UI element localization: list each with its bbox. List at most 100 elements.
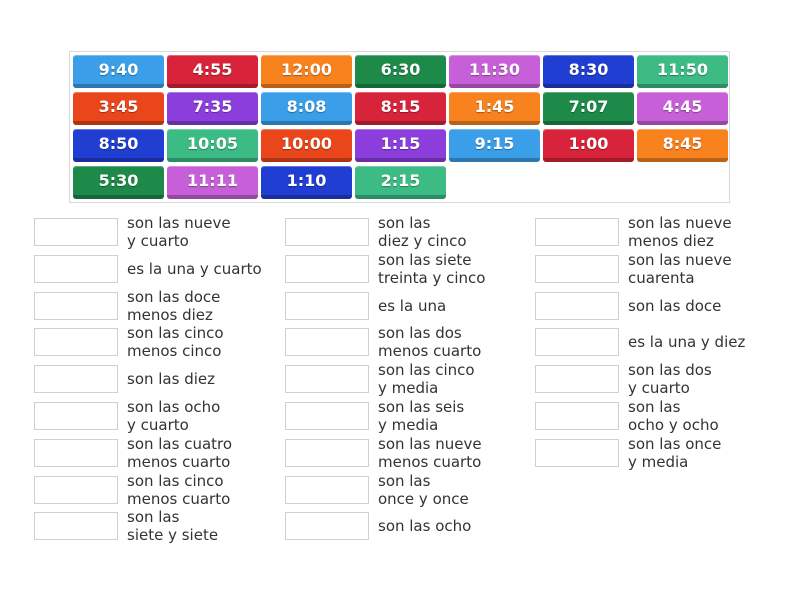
prompt-line: menos cuarto: [378, 342, 482, 361]
time-tile[interactable]: 10:00: [261, 129, 352, 162]
prompt: son las once y media: [628, 435, 721, 471]
time-tile[interactable]: 11:11: [167, 166, 258, 199]
prompt-line: es la una: [378, 296, 447, 315]
prompt-line: siete y siete: [127, 526, 219, 545]
prompt-line: son las cinco: [127, 324, 224, 343]
time-tile[interactable]: 7:07: [543, 92, 634, 125]
answer-box[interactable]: [285, 291, 369, 320]
prompt: son las seis y media: [378, 398, 464, 434]
answer-box[interactable]: [285, 438, 369, 467]
answer-box[interactable]: [535, 328, 619, 357]
answer-box[interactable]: [535, 402, 619, 430]
answer-box[interactable]: [34, 438, 118, 467]
prompt-line: son las diez: [127, 370, 216, 389]
prompt-line: y media: [628, 452, 689, 471]
prompt: son las siete y siete: [127, 508, 218, 544]
prompt-line: son las nueve: [628, 250, 732, 269]
answer-box[interactable]: [285, 402, 369, 430]
time-tile[interactable]: 4:55: [167, 55, 258, 88]
prompt-line: menos diez: [127, 305, 213, 324]
prompt: son las cinco menos cinco: [127, 324, 224, 360]
time-tile[interactable]: 8:30: [543, 55, 634, 88]
time-tile[interactable]: 10:05: [167, 129, 258, 162]
time-tile[interactable]: 9:15: [449, 129, 540, 162]
prompt-line: son las nueve: [127, 214, 231, 232]
prompt: son las ocho: [378, 508, 471, 544]
time-tile[interactable]: 1:15: [355, 129, 446, 162]
time-tile[interactable]: 7:35: [167, 92, 258, 125]
prompt: son las ocho y cuarto: [127, 398, 220, 434]
prompt-line: son las siete: [378, 250, 472, 269]
prompt-line: son las nueve: [378, 434, 482, 453]
time-tile[interactable]: 11:50: [637, 55, 728, 88]
time-tile[interactable]: 8:08: [261, 92, 352, 125]
answer-box[interactable]: [285, 475, 369, 504]
answer-box[interactable]: [34, 365, 118, 394]
answer-box[interactable]: [535, 254, 619, 283]
time-tile[interactable]: 1:45: [449, 92, 540, 125]
prompt-line: once y once: [378, 489, 469, 508]
time-tile[interactable]: 6:30: [355, 55, 446, 88]
prompt-line: son las cinco: [378, 361, 475, 380]
time-tile[interactable]: 2:15: [355, 166, 446, 199]
answer-box[interactable]: [34, 254, 118, 283]
answer-box[interactable]: [34, 218, 118, 246]
time-tile[interactable]: 11:30: [449, 55, 540, 88]
prompt-line: menos cuarto: [127, 489, 231, 508]
answer-box[interactable]: [285, 254, 369, 283]
time-tile[interactable]: 12:00: [261, 55, 352, 88]
time-tile[interactable]: 4:45: [637, 92, 728, 125]
prompt-line: ocho y ocho: [628, 416, 719, 434]
prompt: son las nueve menos diez: [628, 214, 732, 250]
prompt-line: menos diez: [628, 232, 714, 250]
answer-box[interactable]: [285, 512, 369, 541]
prompt-line: y media: [378, 379, 439, 398]
time-tile[interactable]: 8:45: [637, 129, 728, 162]
prompt-line: son las cinco: [127, 471, 224, 490]
prompt: son las cinco menos cuarto: [127, 472, 230, 508]
time-tile[interactable]: 1:10: [261, 166, 352, 199]
time-tile[interactable]: 8:15: [355, 92, 446, 125]
prompt-line: son las: [628, 398, 681, 416]
answer-box[interactable]: [34, 328, 118, 357]
answer-box[interactable]: [535, 291, 619, 320]
time-tile[interactable]: 9:40: [73, 55, 164, 88]
answer-box[interactable]: [34, 291, 118, 320]
prompt: son las doce menos diez: [127, 288, 220, 324]
answer-box[interactable]: [34, 512, 118, 541]
prompt: son las nueve cuarenta: [628, 251, 732, 287]
answer-box[interactable]: [285, 365, 369, 394]
prompt-line: son las: [127, 508, 180, 527]
time-tile[interactable]: 1:00: [543, 129, 634, 162]
time-tile[interactable]: 3:45: [73, 92, 164, 125]
prompt: son las nueve menos cuarto: [378, 435, 482, 471]
answer-box[interactable]: [535, 218, 619, 246]
answer-box[interactable]: [34, 402, 118, 430]
prompt-line: son las doce: [127, 287, 221, 306]
prompt: son las dos y cuarto: [628, 361, 712, 397]
prompt: son las nueve y cuarto: [127, 214, 231, 250]
prompt-line: son las doce: [628, 296, 722, 315]
prompt-line: son las dos: [628, 361, 712, 380]
prompt: son las diez y cinco: [378, 214, 467, 250]
time-tile[interactable]: 5:30: [73, 166, 164, 199]
prompt-line: son las ocho: [378, 517, 472, 536]
answer-box[interactable]: [535, 365, 619, 394]
prompt: son las siete treinta y cinco: [378, 251, 485, 287]
prompt-line: y cuarto: [628, 379, 690, 398]
prompt: es la una y diez: [628, 324, 745, 360]
prompt: son las diez: [127, 361, 215, 397]
prompt: son las cinco y media: [378, 361, 475, 397]
prompt: son las once y once: [378, 472, 469, 508]
prompt-line: son las once: [628, 434, 722, 453]
time-tile[interactable]: 8:50: [73, 129, 164, 162]
prompt: son las cuatro menos cuarto: [127, 435, 232, 471]
answer-box[interactable]: [535, 438, 619, 467]
prompt-line: menos cuarto: [378, 452, 482, 471]
answer-box[interactable]: [285, 328, 369, 357]
answer-box[interactable]: [34, 475, 118, 504]
prompt: es la una y cuarto: [127, 251, 262, 287]
answer-box[interactable]: [285, 218, 369, 246]
prompt-line: son las nueve: [628, 214, 732, 232]
